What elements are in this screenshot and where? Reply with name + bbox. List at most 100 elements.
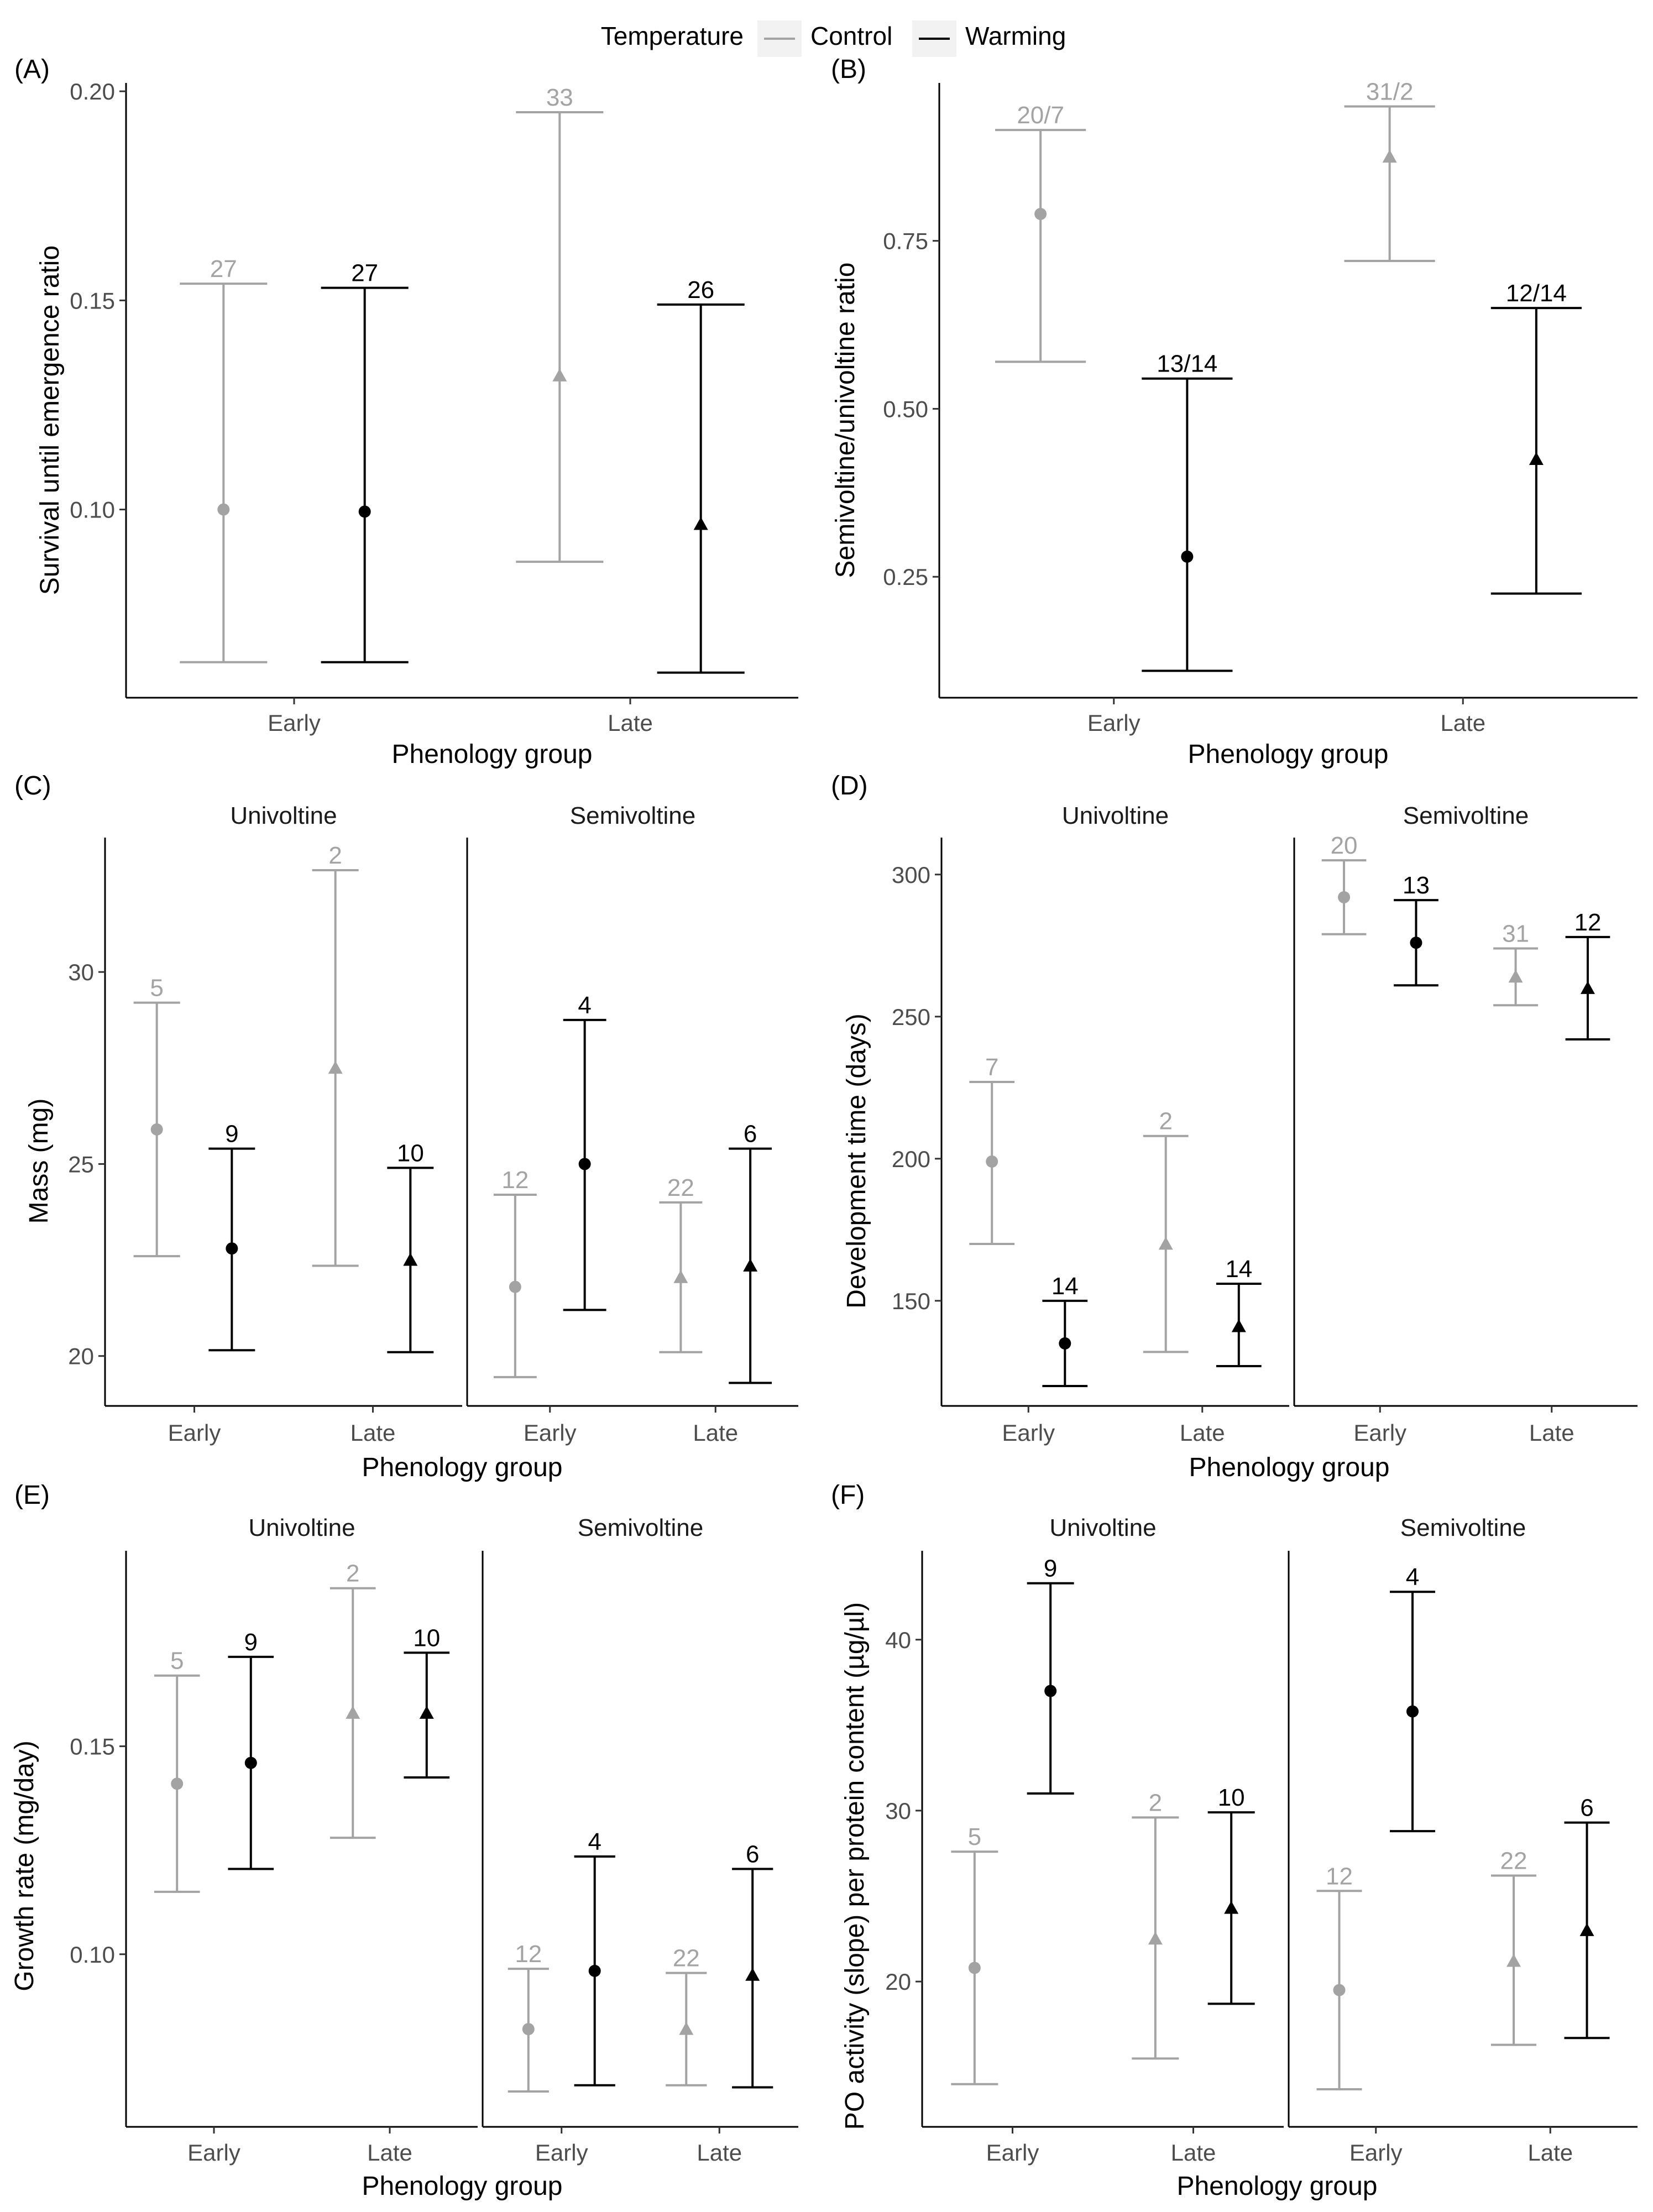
errorbar-early-control: 20/7	[995, 102, 1086, 363]
errorbar-early-control: 12	[493, 1167, 537, 1378]
mean-point	[358, 505, 371, 518]
legend: Temperature Control Warming	[601, 20, 1066, 57]
panel-label: (C)	[14, 771, 51, 801]
x-tick-label: Early	[1353, 1420, 1406, 1446]
x-tick-label: Late	[1171, 2140, 1216, 2166]
panel-d: (D) Univoltine 150 200 250 300 Early Late 7 14 2 14…	[831, 771, 1638, 1482]
panel-label: (F)	[831, 1481, 865, 1510]
y-axis-title: PO activity (slope) per protein content …	[840, 1602, 870, 2130]
y-tick-label: 30	[68, 959, 94, 985]
legend-title: Temperature	[601, 22, 744, 50]
x-axis-title: Phenology group	[362, 1453, 563, 1482]
x-tick-label: Late	[351, 1420, 396, 1446]
n-label: 26	[687, 276, 714, 304]
errorbar-early-control: 27	[180, 255, 268, 663]
errorbar-early-control: 20	[1321, 832, 1367, 935]
panel-b: (B) 0.25 0.50 0.75 Early Late 20/7 13/14 31/2 12/…	[831, 55, 1638, 769]
facet-univoltine: Univoltine 20 30 40 Early Late 5 9 2 10	[885, 1514, 1284, 2166]
y-tick-label: 20	[68, 1343, 94, 1369]
errorbar-early-warming: 13	[1394, 872, 1438, 987]
x-tick-label: Late	[1529, 1420, 1574, 1446]
mean-point	[1579, 1923, 1594, 1936]
errorbar-early-control: 5	[133, 975, 180, 1258]
n-label: 20	[1331, 832, 1358, 859]
mean-point	[403, 1253, 418, 1266]
x-tick-label: Late	[608, 710, 653, 736]
errorbar-early-warming: 4	[563, 992, 606, 1311]
errorbar-late-control: 31/2	[1344, 79, 1435, 263]
n-label: 6	[746, 1841, 759, 1868]
legend-label-warming: Warming	[965, 22, 1066, 50]
facet-title: Univoltine	[230, 802, 337, 829]
mean-point	[150, 1123, 163, 1136]
errorbar-late-warming: 26	[657, 276, 745, 674]
mean-point	[743, 1258, 758, 1272]
errorbar-early-warming: 9	[1027, 1555, 1074, 1795]
n-label: 4	[1406, 1563, 1419, 1591]
facet-semivoltine: Semivoltine Early Late 12 4 22 6	[466, 802, 798, 1446]
facet-title: Semivoltine	[578, 1514, 703, 1541]
mean-point	[217, 503, 230, 516]
errorbar-late-warming: 12	[1565, 909, 1610, 1040]
facet-title: Semivoltine	[570, 802, 695, 829]
mean-point	[244, 1756, 257, 1769]
errorbar-late-control: 33	[516, 84, 604, 563]
y-axis-title: Development time (days)	[842, 1013, 871, 1309]
errorbar-early-warming: 4	[574, 1828, 615, 2087]
n-label: 2	[1149, 1789, 1162, 1816]
n-label: 13/14	[1157, 351, 1217, 378]
n-label: 2	[1159, 1108, 1172, 1135]
panel-label: (E)	[14, 1481, 50, 1510]
facet-semivoltine: Semivoltine Early Late 12 4 22 6	[482, 1514, 798, 2166]
x-tick-label: Early	[1087, 710, 1141, 736]
panel-label: (D)	[831, 771, 868, 801]
n-label: 6	[1580, 1795, 1593, 1822]
x-tick-label: Early	[524, 1420, 577, 1446]
facet-univoltine: Univoltine 0.10 0.15 Early Late 5 9 2 10	[70, 1514, 478, 2166]
n-label: 22	[1500, 1847, 1528, 1874]
x-tick-label: Early	[187, 2140, 240, 2166]
mean-point	[1224, 1901, 1239, 1914]
y-tick-label: 300	[892, 862, 930, 888]
x-axis-title: Phenology group	[362, 2172, 563, 2201]
n-label: 6	[744, 1121, 757, 1148]
mean-point	[552, 368, 567, 381]
n-label: 31/2	[1366, 79, 1414, 106]
errorbar-late-warming: 14	[1216, 1256, 1262, 1368]
x-tick-label: Early	[268, 710, 321, 736]
mean-point	[1406, 1705, 1419, 1718]
errorbar-early-control: 5	[951, 1823, 998, 2085]
mean-point	[693, 517, 708, 530]
n-label: 10	[397, 1139, 424, 1167]
facet-univoltine: Univoltine 150 200 250 300 Early Late 7 14 2 14	[892, 802, 1289, 1446]
panel-label: (B)	[831, 55, 866, 84]
y-tick-label: 20	[885, 1969, 911, 1995]
mean-point	[578, 1158, 591, 1170]
panel-label: (A)	[14, 55, 50, 84]
mean-point	[673, 1270, 688, 1283]
n-label: 12	[1574, 909, 1601, 936]
errorbar-late-control: 22	[1490, 1847, 1537, 2046]
facet-title: Semivoltine	[1400, 1514, 1526, 1541]
facet-semivoltine: Semivoltine Early Late 12 4 22 6	[1288, 1514, 1638, 2166]
errorbar-late-control: 2	[312, 842, 359, 1267]
y-axis-title: Semivoltine/univoltine ratio	[831, 263, 860, 578]
mean-point	[968, 1962, 981, 1974]
errorbar-early-warming: 9	[208, 1121, 255, 1352]
facet-title: Univoltine	[1049, 1514, 1156, 1541]
y-tick-label: 0.15	[70, 287, 115, 313]
facet-title: Univoltine	[1062, 802, 1169, 829]
mean-point	[1231, 1319, 1246, 1332]
x-tick-label: Late	[1440, 710, 1485, 736]
y-tick-label: 250	[892, 1004, 930, 1030]
x-tick-label: Late	[693, 1420, 738, 1446]
mean-point	[328, 1060, 343, 1074]
y-tick-label: 0.20	[70, 79, 115, 104]
errorbar-early-control: 12	[508, 1941, 549, 2093]
y-tick-label: 25	[68, 1151, 94, 1177]
n-label: 14	[1052, 1273, 1079, 1300]
x-tick-label: Early	[535, 2140, 588, 2166]
x-tick-label: Late	[367, 2140, 412, 2166]
x-axis-title: Phenology group	[392, 740, 593, 769]
